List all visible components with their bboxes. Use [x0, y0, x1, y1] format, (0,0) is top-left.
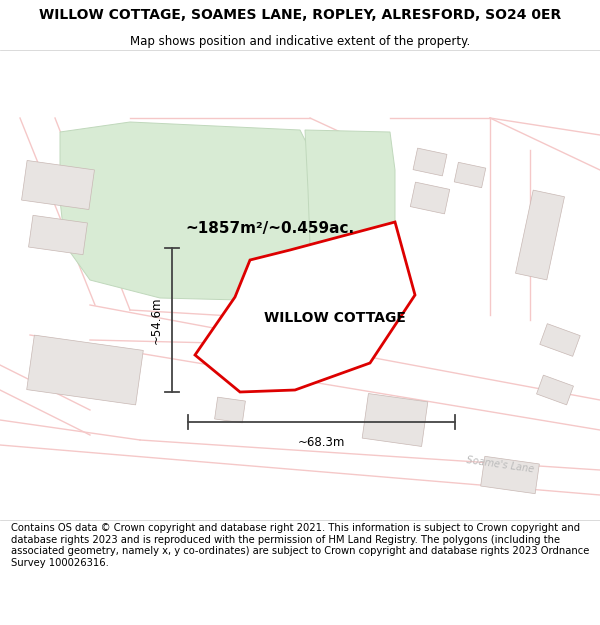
Bar — [27, 335, 143, 405]
Bar — [22, 161, 94, 209]
Text: Contains OS data © Crown copyright and database right 2021. This information is : Contains OS data © Crown copyright and d… — [11, 523, 589, 568]
Polygon shape — [305, 130, 395, 245]
Text: WILLOW COTTAGE, SOAMES LANE, ROPLEY, ALRESFORD, SO24 0ER: WILLOW COTTAGE, SOAMES LANE, ROPLEY, ALR… — [39, 8, 561, 22]
Text: Soame's Lane: Soame's Lane — [466, 455, 535, 475]
Text: WILLOW COTTAGE: WILLOW COTTAGE — [264, 311, 406, 325]
Polygon shape — [195, 222, 415, 392]
Bar — [413, 148, 447, 176]
Bar — [215, 397, 245, 423]
Bar — [410, 182, 450, 214]
Text: Map shows position and indicative extent of the property.: Map shows position and indicative extent… — [130, 34, 470, 48]
Bar — [540, 324, 580, 356]
Text: ~68.3m: ~68.3m — [298, 436, 345, 449]
Bar — [481, 456, 539, 494]
Text: ~1857m²/~0.459ac.: ~1857m²/~0.459ac. — [185, 221, 354, 236]
Bar — [454, 162, 486, 188]
Bar — [515, 190, 565, 280]
Bar — [29, 216, 88, 254]
Text: ~54.6m: ~54.6m — [149, 296, 163, 344]
Text: Soame's Lane: Soame's Lane — [275, 336, 344, 356]
Bar — [362, 394, 428, 446]
Polygon shape — [60, 122, 310, 300]
Bar — [536, 375, 574, 405]
